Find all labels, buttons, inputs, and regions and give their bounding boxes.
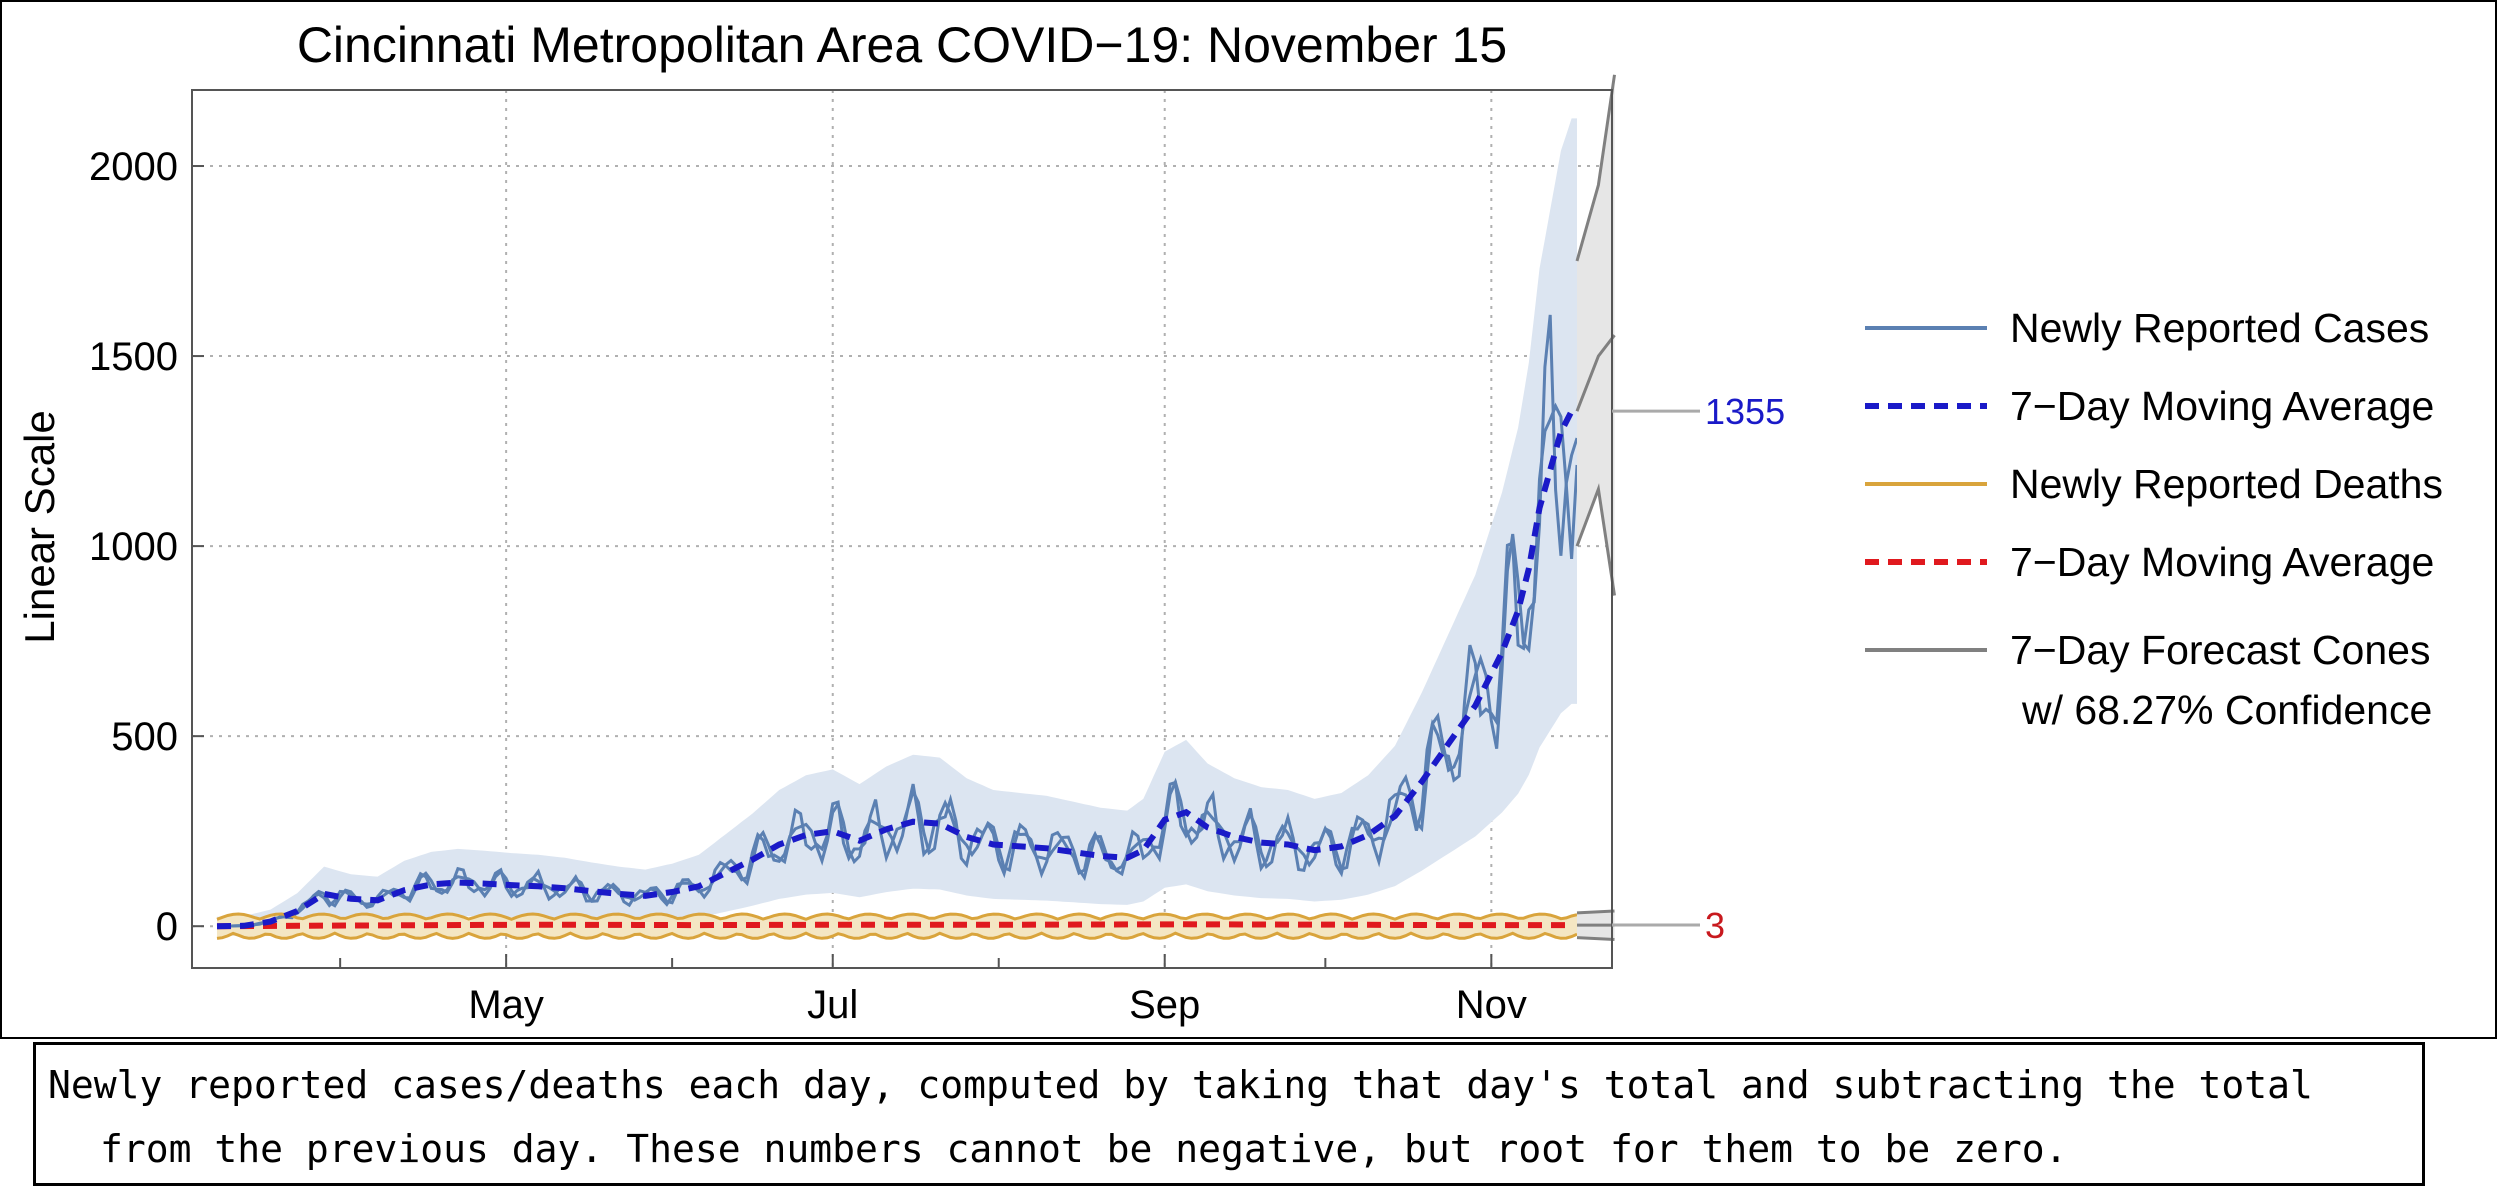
cases-daily-line: [216, 314, 1579, 928]
legend: Newly Reported Cases 7−Day Moving Average…: [1865, 305, 2443, 733]
legend-label-3: 7−Day Moving Average: [2010, 539, 2434, 585]
cases-cone-center: [1575, 334, 1616, 412]
y-tick-label: 500: [111, 715, 178, 759]
end-label-1: 3: [1705, 905, 1725, 946]
deaths-moving-average: [216, 921, 1572, 930]
chart-frame: Cincinnati Metropolitan Area COVID−19: N…: [0, 0, 2497, 1039]
chart-title: Cincinnati Metropolitan Area COVID−19: N…: [297, 17, 1507, 73]
deaths-cone-upper: [1576, 909, 1615, 915]
axis-ticks: 0 500 1000 1500 2000 May Jul Sep Nov: [89, 145, 1527, 1027]
y-tick-label: 1500: [89, 335, 178, 379]
plot-frame: [191, 89, 1613, 969]
x-tick-label: Jul: [807, 983, 858, 1027]
cases-cone-lower: [1575, 483, 1616, 596]
end-label-0: 1355: [1705, 391, 1785, 432]
x-tick-label: Nov: [1456, 983, 1527, 1027]
y-tick-label: 0: [156, 905, 178, 949]
cases-cone-band: [1577, 74, 1615, 596]
forecast-cones: [1575, 74, 1616, 941]
legend-label-4-line2: w/ 68.27% Confidence: [2021, 687, 2432, 733]
cases-moving-average: [216, 409, 1575, 930]
deaths-upper-line: [216, 912, 1578, 921]
legend-label-4: 7−Day Forecast Cones: [2010, 627, 2430, 673]
legend-label-0: Newly Reported Cases: [2010, 305, 2429, 351]
x-tick-label: May: [468, 983, 544, 1027]
x-tick-label: Sep: [1129, 983, 1200, 1027]
caption-line-1: Newly reported cases/deaths each day, co…: [48, 1063, 2313, 1107]
bands: [217, 118, 1577, 939]
legend-label-1: 7−Day Moving Average: [2010, 383, 2434, 429]
chart: Cincinnati Metropolitan Area COVID−19: N…: [16, 17, 2443, 1027]
end-labels: 1355 3: [1612, 391, 1785, 946]
caption-line-2: from the previous day. These numbers can…: [100, 1127, 2068, 1171]
y-axis-label: Linear Scale: [16, 410, 63, 643]
y-tick-label: 1000: [89, 525, 178, 569]
legend-label-2: Newly Reported Deaths: [2010, 461, 2443, 507]
cases-band: [217, 118, 1577, 936]
cases-cone-upper: [1575, 74, 1616, 262]
y-tick-label: 2000: [89, 145, 178, 189]
caption-box: Newly reported cases/deaths each day, co…: [33, 1042, 2425, 1186]
deaths-lower-line: [216, 931, 1578, 940]
deaths-cone-lower: [1576, 936, 1615, 941]
series-lines: [216, 314, 1579, 940]
